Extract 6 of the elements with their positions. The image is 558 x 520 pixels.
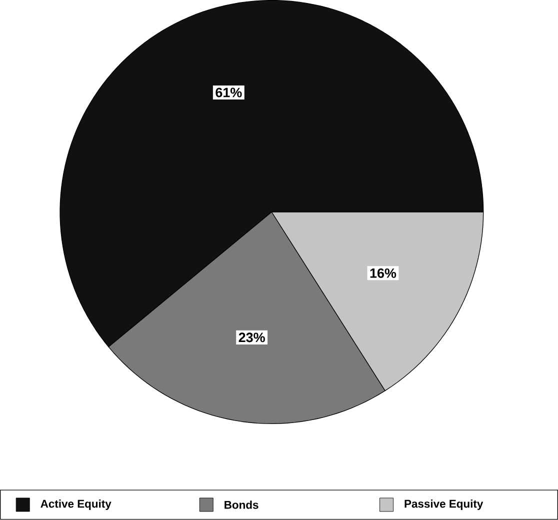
legend-label: Passive Equity	[404, 500, 484, 510]
data-label: 61%	[216, 88, 242, 98]
data-label: 16%	[370, 268, 396, 278]
legend-label: Active Equity	[40, 500, 112, 510]
legend-label: Bonds	[224, 500, 258, 509]
data-label: 23%	[238, 332, 265, 342]
